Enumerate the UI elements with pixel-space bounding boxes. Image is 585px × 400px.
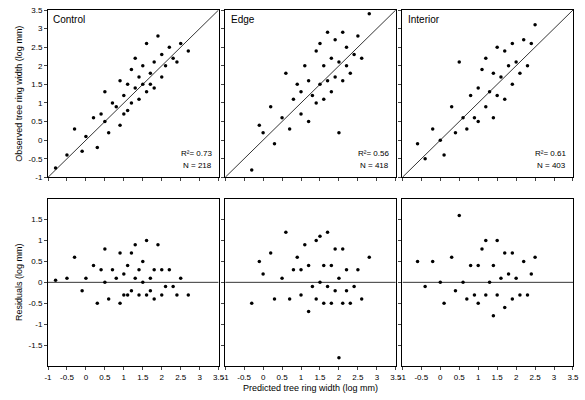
svg-text:0: 0 bbox=[438, 373, 443, 382]
svg-text:3.5: 3.5 bbox=[213, 373, 225, 382]
svg-text:1: 1 bbox=[476, 373, 481, 382]
svg-text:3: 3 bbox=[38, 24, 43, 33]
svg-text:1.5: 1.5 bbox=[31, 215, 43, 224]
svg-text:-0.5: -0.5 bbox=[29, 299, 43, 308]
svg-text:0: 0 bbox=[261, 373, 266, 382]
svg-text:-1: -1 bbox=[222, 373, 230, 382]
svg-text:3.5: 3.5 bbox=[390, 373, 402, 382]
svg-text:Predicted tree ring width (log: Predicted tree ring width (log mm) bbox=[243, 383, 378, 393]
svg-text:N = 403: N = 403 bbox=[537, 161, 566, 170]
svg-text:0.5: 0.5 bbox=[99, 373, 111, 382]
svg-text:Interior: Interior bbox=[408, 14, 440, 25]
svg-text:Residuals (log mm): Residuals (log mm) bbox=[14, 244, 24, 322]
svg-text:1.5: 1.5 bbox=[314, 373, 326, 382]
svg-text:1: 1 bbox=[299, 373, 304, 382]
svg-text:N = 418: N = 418 bbox=[360, 161, 389, 170]
svg-text:2.5: 2.5 bbox=[530, 373, 542, 382]
svg-text:3.5: 3.5 bbox=[567, 373, 579, 382]
svg-text:3: 3 bbox=[552, 373, 557, 382]
svg-text:-0.5: -0.5 bbox=[29, 155, 43, 164]
svg-text:Control: Control bbox=[53, 14, 85, 25]
svg-text:-0.5: -0.5 bbox=[237, 373, 251, 382]
svg-text:0: 0 bbox=[84, 373, 89, 382]
svg-text:1: 1 bbox=[122, 373, 127, 382]
svg-text:R²= 0.61: R²= 0.61 bbox=[535, 149, 566, 158]
svg-text:-0.5: -0.5 bbox=[414, 373, 428, 382]
svg-text:1.5: 1.5 bbox=[492, 373, 504, 382]
svg-text:2.5: 2.5 bbox=[31, 43, 43, 52]
svg-text:2: 2 bbox=[160, 373, 165, 382]
svg-text:3: 3 bbox=[197, 373, 202, 382]
svg-text:3: 3 bbox=[375, 373, 380, 382]
svg-text:2.5: 2.5 bbox=[175, 373, 187, 382]
svg-text:Edge: Edge bbox=[231, 14, 255, 25]
svg-text:R²= 0.56: R²= 0.56 bbox=[358, 149, 389, 158]
svg-text:0.5: 0.5 bbox=[31, 257, 43, 266]
svg-text:1: 1 bbox=[38, 236, 43, 245]
svg-text:0.5: 0.5 bbox=[31, 117, 43, 126]
svg-text:2.5: 2.5 bbox=[352, 373, 364, 382]
svg-text:3.5: 3.5 bbox=[31, 6, 43, 15]
svg-text:R²= 0.73: R²= 0.73 bbox=[181, 149, 212, 158]
svg-text:1.5: 1.5 bbox=[31, 80, 43, 89]
svg-text:-0.5: -0.5 bbox=[60, 373, 74, 382]
svg-text:-1: -1 bbox=[35, 173, 43, 182]
svg-text:0.5: 0.5 bbox=[276, 373, 288, 382]
svg-text:2: 2 bbox=[38, 62, 43, 71]
svg-text:1.5: 1.5 bbox=[137, 373, 149, 382]
svg-text:0.5: 0.5 bbox=[454, 373, 466, 382]
svg-text:0: 0 bbox=[38, 136, 43, 145]
svg-text:2: 2 bbox=[337, 373, 342, 382]
svg-text:1: 1 bbox=[38, 99, 43, 108]
svg-text:2: 2 bbox=[514, 373, 519, 382]
svg-text:-1: -1 bbox=[35, 320, 43, 329]
svg-text:-1.5: -1.5 bbox=[29, 341, 43, 350]
svg-text:N = 218: N = 218 bbox=[183, 161, 212, 170]
svg-text:-1: -1 bbox=[399, 373, 407, 382]
svg-text:-1: -1 bbox=[44, 373, 52, 382]
svg-text:0: 0 bbox=[38, 278, 43, 287]
svg-text:Observed tree ring width (log: Observed tree ring width (log mm) bbox=[14, 26, 24, 162]
